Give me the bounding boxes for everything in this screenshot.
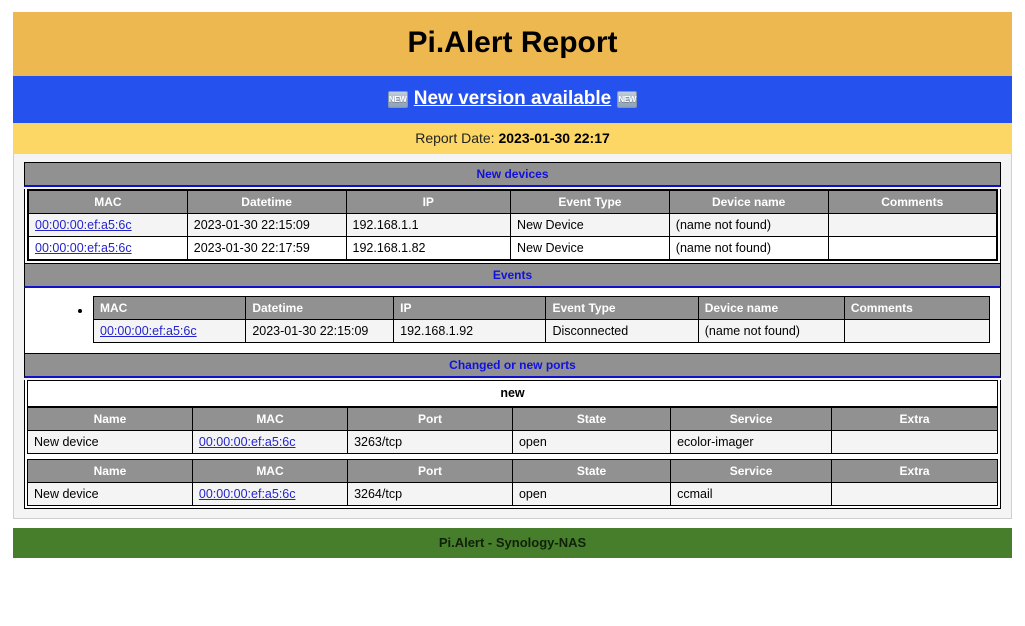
new-badge-icon-right: NEW [617, 90, 638, 108]
table-header-row: MAC Datetime IP Event Type Device name C… [28, 190, 998, 214]
cell-ip: 192.168.1.92 [393, 319, 547, 343]
column-header-extra: Extra [831, 459, 998, 483]
ports-block: Name MAC Port State Service Extra New de… [27, 407, 998, 454]
new-version-banner: NEW New version available NEW [13, 76, 1012, 123]
cell-ip: 192.168.1.82 [345, 236, 512, 260]
cell-name: New device [27, 482, 193, 506]
cell-event-type: New Device [510, 236, 670, 260]
cell-mac: 00:00:00:ef:a5:6c [191, 482, 349, 506]
cell-device-name: (name not found) [668, 213, 829, 237]
column-header-mac: MAC [191, 407, 349, 431]
section-title-ports: Changed or new ports [24, 353, 1001, 378]
cell-datetime: 2023-01-30 22:15:09 [186, 213, 347, 237]
section-body-events: MAC Datetime IP Event Type Device name C… [24, 288, 1001, 354]
column-header-mac: MAC [191, 459, 349, 483]
cell-event-type: New Device [510, 213, 670, 237]
section-ports: Changed or new ports new Name MAC [24, 353, 1001, 509]
column-header-device-name: Device name [668, 190, 829, 214]
column-header-mac: MAC [92, 296, 247, 320]
cell-mac: 00:00:00:ef:a5:6c [28, 236, 188, 260]
cell-mac: 00:00:00:ef:a5:6c [191, 430, 349, 454]
new-devices-table-frame: MAC Datetime IP Event Type Device name C… [27, 189, 998, 261]
page-title-bar: Pi.Alert Report [13, 12, 1012, 76]
column-header-device-name: Device name [697, 296, 845, 320]
column-header-port: Port [347, 407, 513, 431]
section-body-new-devices: MAC Datetime IP Event Type Device name C… [24, 189, 1001, 264]
events-list: MAC Datetime IP Event Type Device name C… [35, 296, 991, 343]
cell-ip: 192.168.1.1 [345, 213, 512, 237]
cell-extra [831, 430, 998, 454]
table-header-row: Name MAC Port State Service Extra [27, 459, 998, 483]
column-header-state: State [511, 459, 672, 483]
section-new-devices: New devices MAC Datetime IP [24, 162, 1001, 264]
cell-extra [831, 482, 998, 506]
section-title-events: Events [24, 263, 1001, 288]
column-header-port: Port [347, 459, 513, 483]
section-events: Events MAC Datetime [24, 263, 1001, 354]
cell-mac: 00:00:00:ef:a5:6c [28, 213, 188, 237]
new-badge-icon-left: NEW [387, 90, 408, 108]
column-header-event-type: Event Type [545, 296, 699, 320]
mac-link[interactable]: 00:00:00:ef:a5:6c [35, 218, 132, 232]
table-row: 00:00:00:ef:a5:6c 2023-01-30 22:17:59 19… [28, 236, 998, 260]
report-content: New devices MAC Datetime IP [13, 154, 1012, 519]
report-date-label: Report Date: [415, 130, 495, 146]
new-devices-table: MAC Datetime IP Event Type Device name C… [28, 190, 998, 260]
cell-port: 3264/tcp [347, 482, 513, 506]
cell-comments [827, 213, 998, 237]
table-row: New device 00:00:00:ef:a5:6c 3263/tcp op… [27, 430, 998, 454]
cell-comments [827, 236, 998, 260]
cell-event-type: Disconnected [545, 319, 699, 343]
table-row: 00:00:00:ef:a5:6c 2023-01-30 22:15:09 19… [28, 213, 998, 237]
cell-comments [843, 319, 991, 343]
column-header-datetime: Datetime [245, 296, 395, 320]
column-header-comments: Comments [827, 190, 998, 214]
report-date-value: 2023-01-30 22:17 [498, 130, 610, 146]
column-header-event-type: Event Type [510, 190, 670, 214]
ports-sub-label: new [27, 380, 998, 407]
mac-link[interactable]: 00:00:00:ef:a5:6c [198, 435, 296, 449]
cell-device-name: (name not found) [668, 236, 829, 260]
column-header-ip: IP [345, 190, 512, 214]
column-header-comments: Comments [843, 296, 991, 320]
ports-block: Name MAC Port State Service Extra New de… [27, 459, 998, 506]
ports-table-1: Name MAC Port State Service Extra New de… [27, 407, 998, 454]
cell-state: open [511, 430, 672, 454]
column-header-name: Name [27, 407, 193, 431]
table-header-row: MAC Datetime IP Event Type Device name C… [92, 296, 991, 320]
ports-table-2: Name MAC Port State Service Extra New de… [27, 459, 998, 506]
table-row: New device 00:00:00:ef:a5:6c 3264/tcp op… [27, 482, 998, 506]
new-version-link[interactable]: New version available [413, 88, 612, 109]
column-header-datetime: Datetime [186, 190, 347, 214]
mac-link[interactable]: 00:00:00:ef:a5:6c [35, 241, 132, 255]
list-item: MAC Datetime IP Event Type Device name C… [92, 296, 991, 343]
cell-service: ecolor-imager [670, 430, 833, 454]
column-header-mac: MAC [28, 190, 188, 214]
section-title-new-devices: New devices [24, 162, 1001, 187]
table-row: 00:00:00:ef:a5:6c 2023-01-30 22:15:09 19… [92, 319, 991, 343]
report-date-bar: Report Date: 2023-01-30 22:17 [13, 123, 1012, 154]
column-header-ip: IP [393, 296, 547, 320]
events-table: MAC Datetime IP Event Type Device name C… [92, 296, 991, 343]
mac-link[interactable]: 00:00:00:ef:a5:6c [198, 487, 296, 501]
page-title: Pi.Alert Report [407, 26, 618, 59]
cell-datetime: 2023-01-30 22:17:59 [186, 236, 347, 260]
cell-device-name: (name not found) [697, 319, 845, 343]
mac-link[interactable]: 00:00:00:ef:a5:6c [100, 324, 197, 338]
cell-service: ccmail [670, 482, 833, 506]
column-header-service: Service [670, 459, 833, 483]
cell-mac: 00:00:00:ef:a5:6c [92, 319, 247, 343]
column-header-name: Name [27, 459, 193, 483]
column-header-extra: Extra [831, 407, 998, 431]
cell-datetime: 2023-01-30 22:15:09 [245, 319, 395, 343]
column-header-state: State [511, 407, 672, 431]
table-header-row: Name MAC Port State Service Extra [27, 407, 998, 431]
cell-state: open [511, 482, 672, 506]
section-body-ports: new Name MAC Port State [24, 380, 1001, 509]
column-header-service: Service [670, 407, 833, 431]
cell-name: New device [27, 430, 193, 454]
page-footer: Pi.Alert - Synology-NAS [13, 528, 1012, 558]
cell-port: 3263/tcp [347, 430, 513, 454]
